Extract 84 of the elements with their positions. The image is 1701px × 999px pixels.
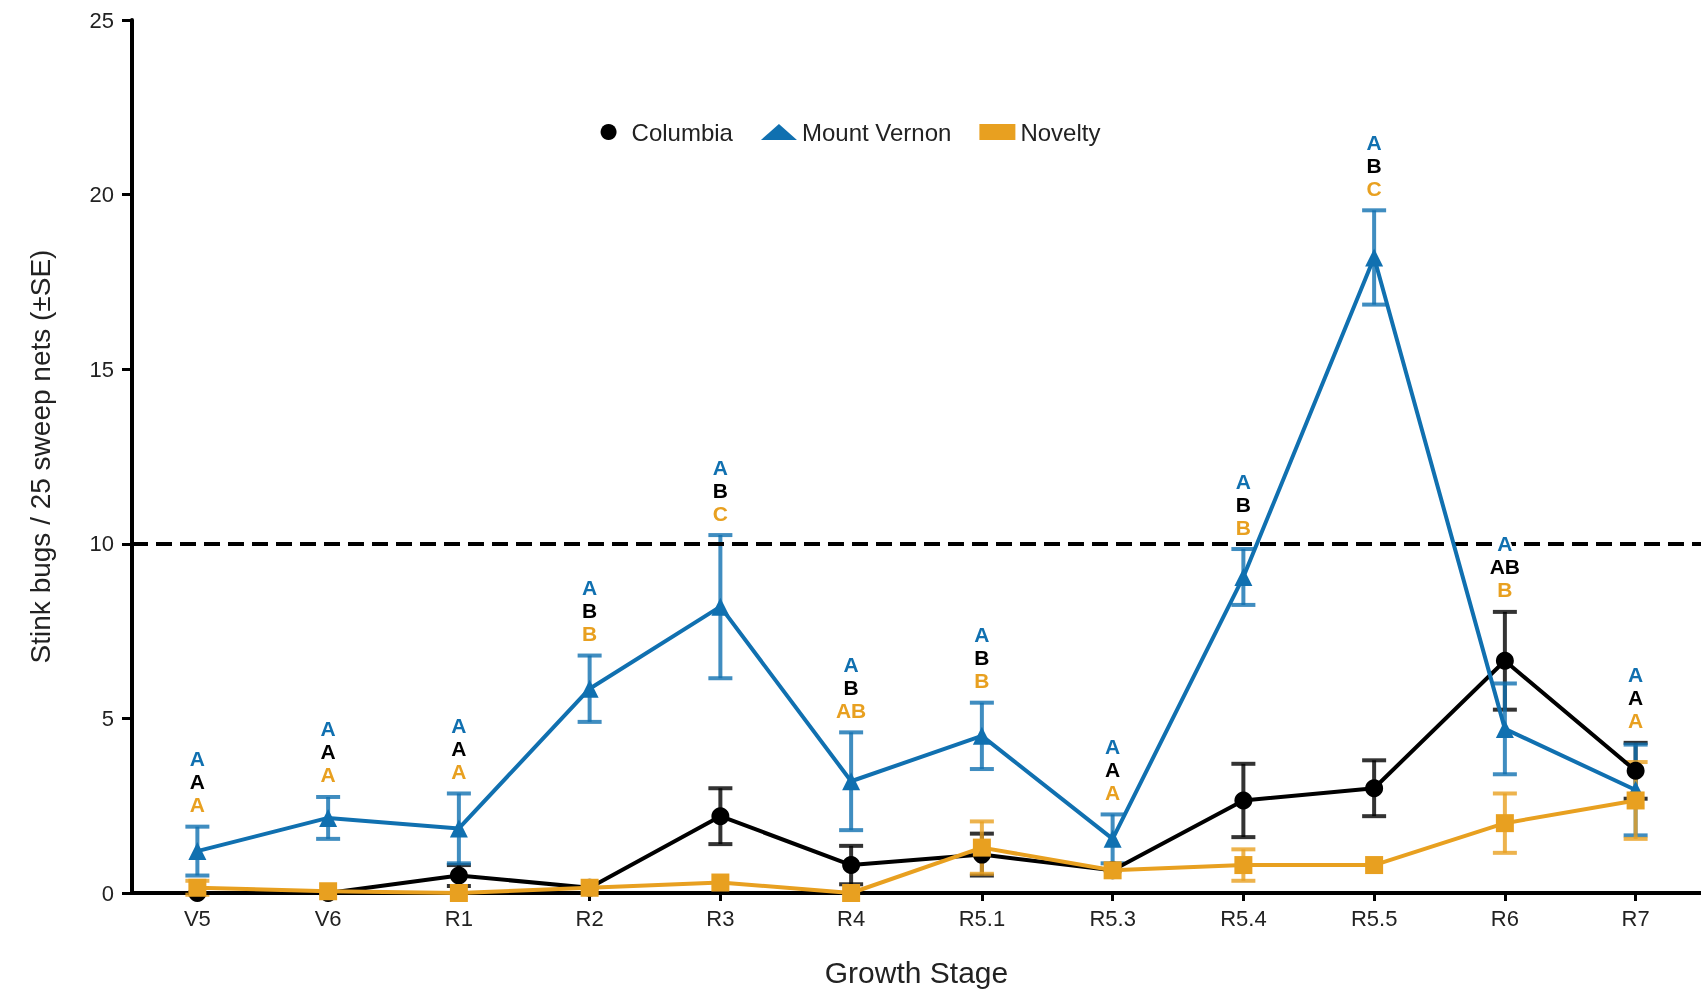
point bbox=[972, 838, 991, 857]
point bbox=[449, 884, 468, 902]
point bbox=[972, 726, 991, 745]
y-tick-label: 5 bbox=[101, 705, 114, 731]
annotation: C bbox=[712, 501, 728, 525]
y-axis-title: Stink bugs / 25 sweep nets (±SE) bbox=[24, 249, 56, 664]
annotation: B bbox=[1497, 578, 1513, 602]
annotation: B bbox=[974, 646, 990, 670]
y-tick-label: 20 bbox=[89, 182, 114, 208]
annotation: A bbox=[451, 713, 467, 737]
point bbox=[1495, 719, 1514, 738]
annotation: A bbox=[843, 652, 859, 676]
y-tick-label: 10 bbox=[89, 531, 114, 557]
point bbox=[711, 597, 730, 616]
annotation: A bbox=[320, 740, 336, 764]
annotation: A bbox=[1105, 780, 1121, 804]
point bbox=[1495, 651, 1514, 670]
annotation: A bbox=[582, 576, 598, 600]
annotation: A bbox=[320, 763, 336, 787]
point bbox=[1365, 248, 1384, 267]
point bbox=[188, 842, 207, 861]
annotation: B bbox=[974, 669, 990, 693]
point bbox=[1365, 779, 1384, 798]
x-tick-label: R5.4 bbox=[1220, 905, 1267, 931]
x-tick-label: R5.1 bbox=[958, 905, 1006, 931]
point bbox=[842, 884, 861, 902]
legend-label: Columbia bbox=[631, 118, 734, 146]
annotation: A bbox=[1105, 757, 1121, 781]
point bbox=[580, 679, 599, 698]
annotation: AB bbox=[1489, 555, 1521, 579]
point bbox=[319, 808, 338, 827]
annotation: A bbox=[1628, 663, 1644, 687]
x-tick-label: R4 bbox=[837, 905, 866, 931]
y-tick-label: 15 bbox=[89, 356, 114, 382]
annotation: A bbox=[1366, 130, 1382, 154]
annotation: A bbox=[451, 736, 467, 760]
point bbox=[1234, 567, 1253, 586]
point bbox=[711, 873, 730, 892]
point bbox=[1234, 791, 1253, 810]
point bbox=[1234, 856, 1253, 875]
point bbox=[842, 856, 861, 875]
x-tick-label: R2 bbox=[575, 905, 604, 931]
annotation: A bbox=[974, 623, 990, 647]
annotation: A bbox=[451, 759, 467, 783]
x-axis-title: Growth Stage bbox=[824, 955, 1009, 989]
annotation: B bbox=[582, 622, 598, 646]
x-tick-label: R3 bbox=[706, 905, 735, 931]
point bbox=[1495, 814, 1514, 833]
x-tick-label: R5.5 bbox=[1350, 905, 1398, 931]
annotation: A bbox=[1628, 709, 1644, 733]
annotation: B bbox=[1366, 153, 1382, 177]
x-tick-label: R5.3 bbox=[1089, 905, 1136, 931]
annotation: AB bbox=[835, 698, 867, 722]
annotation: B bbox=[843, 675, 859, 699]
legend-label: Mount Vernon bbox=[801, 118, 952, 146]
annotation: A bbox=[1628, 686, 1644, 710]
point bbox=[1365, 856, 1384, 875]
point bbox=[449, 866, 468, 885]
x-tick-label: V6 bbox=[314, 905, 342, 931]
annotation: B bbox=[1235, 515, 1251, 539]
point bbox=[449, 819, 468, 838]
legend-label: Novelty bbox=[1020, 118, 1101, 146]
x-tick-label: V5 bbox=[183, 905, 211, 931]
point bbox=[1626, 791, 1645, 810]
annotation: A bbox=[189, 770, 205, 794]
annotation: A bbox=[189, 747, 205, 771]
annotation: A bbox=[712, 455, 728, 479]
y-tick-label: 0 bbox=[101, 880, 114, 906]
annotation: B bbox=[1235, 492, 1251, 516]
point bbox=[842, 772, 861, 791]
y-tick-label: 25 bbox=[89, 7, 114, 33]
annotation: C bbox=[1366, 176, 1382, 200]
annotation: A bbox=[320, 717, 336, 741]
point bbox=[1103, 829, 1122, 848]
annotation: A bbox=[189, 793, 205, 817]
point bbox=[711, 807, 730, 826]
annotation: B bbox=[712, 478, 728, 502]
x-tick-label: R7 bbox=[1621, 905, 1650, 931]
annotation: A bbox=[1235, 469, 1251, 493]
x-tick-label: R6 bbox=[1490, 905, 1519, 931]
point bbox=[1626, 761, 1645, 780]
annotation: A bbox=[1105, 734, 1121, 758]
annotation: B bbox=[582, 599, 598, 623]
x-tick-label: R1 bbox=[444, 905, 473, 931]
